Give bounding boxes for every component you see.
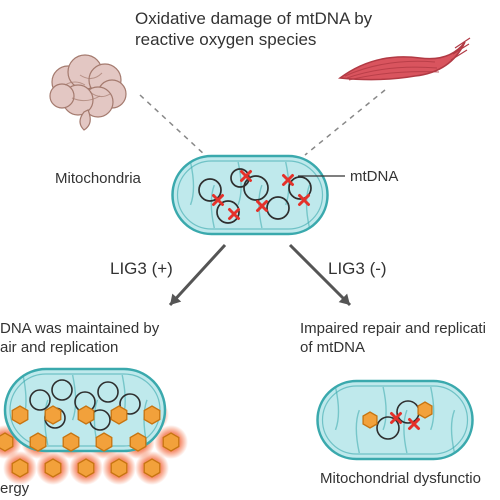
energy-hex-icon (144, 459, 160, 477)
right-outcome-label: Mitochondrial dysfunctio (320, 470, 481, 489)
title-line1: Oxidative damage of mtDNA by (135, 8, 372, 29)
energy-hex-icon (30, 433, 46, 451)
energy-hex-icon (130, 433, 146, 451)
title-line2: reactive oxygen species (135, 29, 372, 50)
energy-hex-icon (78, 459, 94, 477)
energy-hex-icon (45, 459, 61, 477)
right-caption-l1: Impaired repair and replicati (300, 320, 486, 339)
energy-hex-icon (0, 433, 13, 451)
energy-hex-icon (78, 406, 94, 424)
mitochondria-label: Mitochondria (55, 170, 141, 189)
left-caption: DNA was maintained by air and replicatio… (0, 320, 159, 358)
energy-hex-icon (96, 433, 112, 451)
energy-hex-icon (12, 459, 28, 477)
branch-arrow (170, 245, 225, 305)
center-mitochondrion (173, 156, 328, 234)
energy-hex-icon (144, 406, 160, 424)
left-caption-l2: air and replication (0, 339, 159, 358)
energy-hex-icon (111, 459, 127, 477)
energy-hex-icon (418, 402, 432, 418)
title-text: Oxidative damage of mtDNA by reactive ox… (135, 8, 372, 51)
right-caption-l2: of mtDNA (300, 339, 486, 358)
brain-icon (50, 55, 126, 130)
dashed-connector (140, 95, 205, 155)
lig3-minus-label: LIG3 (-) (328, 258, 387, 279)
energy-hex-icon (12, 406, 28, 424)
left-caption-l1: DNA was maintained by (0, 320, 159, 339)
energy-hex-icon (363, 412, 377, 428)
energy-hex-icon (45, 406, 61, 424)
energy-hex-icon (111, 406, 127, 424)
energy-hex-icon (63, 433, 79, 451)
right-caption: Impaired repair and replicati of mtDNA (300, 320, 486, 358)
energy-hex-icon (163, 433, 179, 451)
energy-label: ergy (0, 480, 29, 499)
diagram-canvas (0, 0, 500, 500)
dashed-connector (305, 90, 385, 155)
mtdna-label: mtDNA (350, 168, 398, 187)
lig3-plus-label: LIG3 (+) (110, 258, 173, 279)
